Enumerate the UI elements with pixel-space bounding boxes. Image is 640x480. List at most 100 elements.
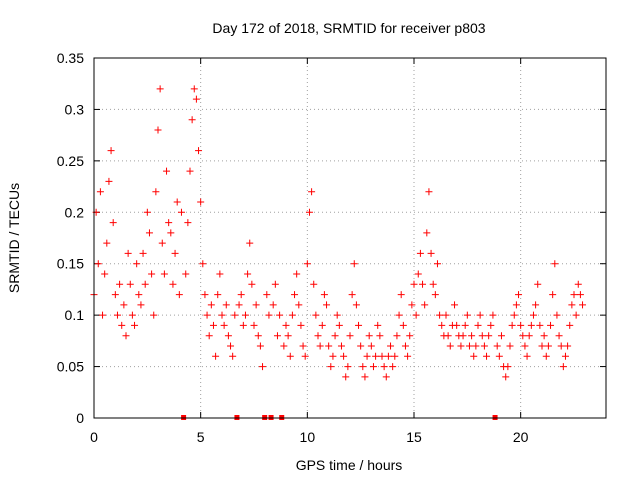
data-point xyxy=(135,291,143,299)
data-point xyxy=(244,270,252,278)
data-point xyxy=(160,270,168,278)
data-point xyxy=(235,301,243,309)
y-tick-label: 0.15 xyxy=(57,256,84,272)
data-point xyxy=(141,280,149,288)
data-point xyxy=(303,260,311,268)
data-point xyxy=(335,321,343,329)
data-point xyxy=(188,116,196,124)
data-point xyxy=(419,280,427,288)
data-point xyxy=(378,352,386,360)
data-point xyxy=(133,260,141,268)
data-point xyxy=(105,177,113,185)
data-point xyxy=(382,373,390,381)
data-point xyxy=(576,291,584,299)
plot-frame xyxy=(93,57,607,419)
data-point xyxy=(139,249,147,257)
data-point xyxy=(427,249,435,257)
data-point xyxy=(222,301,230,309)
data-point xyxy=(547,321,555,329)
data-point xyxy=(408,301,416,309)
data-point xyxy=(536,321,544,329)
data-point xyxy=(574,280,582,288)
data-point xyxy=(197,198,205,206)
data-point xyxy=(342,373,350,381)
data-point xyxy=(120,301,128,309)
data-point xyxy=(444,332,452,340)
data-point xyxy=(137,301,145,309)
data-point xyxy=(318,321,326,329)
data-point xyxy=(410,280,418,288)
data-point xyxy=(173,198,181,206)
data-point xyxy=(297,321,305,329)
data-point xyxy=(572,311,580,319)
data-point xyxy=(220,321,228,329)
data-point xyxy=(175,291,183,299)
data-point xyxy=(559,363,567,371)
data-point xyxy=(126,280,134,288)
y-tick-label: 0.3 xyxy=(65,101,85,117)
data-point xyxy=(131,321,139,329)
data-point xyxy=(101,270,109,278)
data-point xyxy=(502,373,510,381)
data-point xyxy=(480,342,488,350)
data-point xyxy=(431,291,439,299)
data-point xyxy=(369,363,377,371)
data-point xyxy=(521,342,529,350)
data-point xyxy=(425,188,433,196)
data-point xyxy=(525,332,533,340)
data-point xyxy=(540,332,548,340)
data-point xyxy=(461,321,469,329)
data-point xyxy=(423,229,431,237)
x-axis-label: GPS time / hours xyxy=(296,457,403,473)
data-point xyxy=(395,311,403,319)
data-point xyxy=(344,363,352,371)
data-point xyxy=(177,208,185,216)
x-tick-label: 0 xyxy=(90,429,98,445)
data-point xyxy=(359,363,367,371)
data-point xyxy=(284,332,292,340)
data-point xyxy=(152,188,160,196)
data-point xyxy=(310,280,318,288)
data-point xyxy=(325,342,333,350)
data-point xyxy=(532,301,540,309)
data-point xyxy=(156,85,164,93)
data-point xyxy=(218,311,226,319)
data-point xyxy=(165,219,173,227)
data-point xyxy=(495,352,503,360)
data-point xyxy=(212,352,220,360)
data-point xyxy=(271,280,279,288)
data-point xyxy=(453,321,461,329)
data-point xyxy=(566,321,574,329)
data-point xyxy=(231,311,239,319)
data-point xyxy=(239,321,247,329)
data-point xyxy=(459,332,467,340)
y-tick-label: 0.35 xyxy=(57,50,84,66)
data-point xyxy=(374,321,382,329)
y-tick-label: 0.05 xyxy=(57,359,84,375)
axis-ticks: 0 0.05 0.1 0.15 0.2 0.25 0.3 0.35 0 5 10 15 20 xyxy=(57,50,606,445)
data-point xyxy=(111,291,119,299)
data-point xyxy=(438,321,446,329)
data-point xyxy=(506,342,514,350)
data-point xyxy=(248,280,256,288)
data-point xyxy=(515,291,523,299)
data-point xyxy=(399,321,407,329)
data-point xyxy=(171,249,179,257)
data-point xyxy=(190,85,198,93)
data-point xyxy=(150,311,158,319)
data-point xyxy=(391,352,399,360)
data-point xyxy=(169,280,177,288)
data-point xyxy=(393,332,401,340)
data-point xyxy=(384,352,392,360)
data-point xyxy=(529,311,537,319)
data-point xyxy=(116,280,124,288)
data-point xyxy=(124,249,132,257)
data-point xyxy=(201,291,209,299)
data-point xyxy=(478,332,486,340)
data-point xyxy=(103,239,111,247)
data-point xyxy=(99,311,107,319)
data-point xyxy=(158,239,166,247)
data-point xyxy=(352,301,360,309)
data-point xyxy=(519,332,527,340)
data-point xyxy=(542,352,550,360)
